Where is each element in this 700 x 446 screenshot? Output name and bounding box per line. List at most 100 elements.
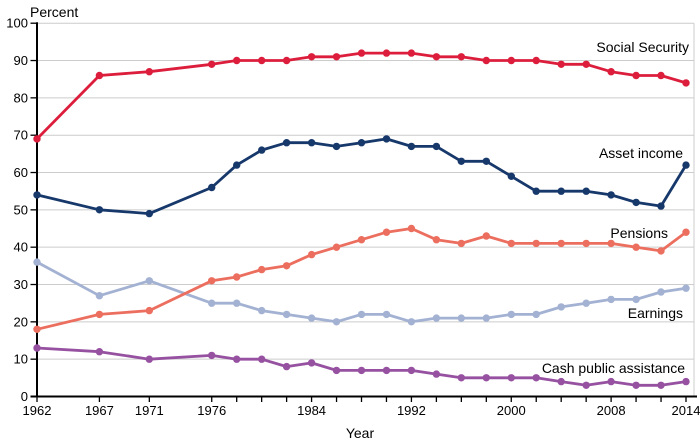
- series-marker-earnings-1976: [208, 299, 216, 307]
- series-marker-pensions-2000: [507, 239, 515, 248]
- series-marker-asset-income-1988: [357, 139, 366, 147]
- series-marker-pensions-2002: [532, 239, 540, 248]
- series-marker-cash-public-assistance-2010: [632, 381, 640, 389]
- series-marker-cash-public-assistance-2004: [557, 377, 565, 386]
- y-tick-label-50: 50: [14, 202, 28, 217]
- series-marker-pensions-1967: [95, 310, 104, 319]
- series-marker-cash-public-assistance-1962: [33, 344, 41, 352]
- series-marker-cash-public-assistance-2000: [507, 374, 515, 382]
- series-marker-cash-public-assistance-2012: [657, 381, 665, 389]
- series-marker-pensions-1978: [233, 273, 241, 281]
- y-tick-label-80: 80: [14, 90, 28, 105]
- series-marker-cash-public-assistance-2006: [582, 381, 590, 389]
- series-marker-social-security-1988: [357, 49, 366, 57]
- series-marker-pensions-2008: [607, 239, 615, 248]
- series-marker-earnings-1994: [432, 314, 441, 322]
- series-marker-social-security-2012: [657, 71, 665, 80]
- series-marker-asset-income-1976: [208, 183, 216, 192]
- series-label-asset-income: Asset income: [599, 145, 683, 161]
- y-tick-label-20: 20: [14, 314, 28, 329]
- y-tick-label-60: 60: [14, 165, 28, 180]
- series-marker-social-security-2010: [632, 71, 640, 80]
- series-marker-cash-public-assistance-1984: [307, 359, 316, 367]
- series-marker-asset-income-1967: [95, 206, 104, 214]
- series-marker-social-security-1962: [33, 135, 41, 143]
- series-marker-cash-public-assistance-1967: [95, 348, 104, 356]
- series-marker-pensions-2006: [582, 239, 590, 248]
- y-tick-label-90: 90: [14, 53, 28, 68]
- series-marker-pensions-1988: [357, 236, 366, 244]
- y-tick-label-30: 30: [14, 277, 28, 292]
- x-tick-label-2008: 2008: [597, 403, 626, 418]
- series-marker-pensions-1971: [145, 306, 153, 315]
- axes-layer: [30, 22, 697, 402]
- series-marker-asset-income-2008: [607, 191, 615, 199]
- series-marker-asset-income-1994: [432, 142, 441, 151]
- series-marker-cash-public-assistance-1980: [258, 355, 266, 363]
- series-label-social-security: Social Security: [596, 39, 689, 55]
- series-marker-pensions-1986: [332, 243, 341, 251]
- y-tick-label-70: 70: [14, 128, 28, 143]
- series-marker-earnings-1990: [382, 310, 391, 319]
- series-marker-cash-public-assistance-1976: [208, 351, 216, 360]
- series-marker-earnings-2000: [507, 310, 515, 319]
- series-marker-asset-income-1980: [258, 146, 266, 154]
- series-marker-earnings-1978: [233, 299, 241, 307]
- series-marker-social-security-2008: [607, 68, 615, 76]
- y-tick-label-0: 0: [21, 389, 28, 404]
- series-label-pensions: Pensions: [610, 225, 668, 241]
- series-marker-cash-public-assistance-1994: [432, 370, 441, 378]
- series-marker-asset-income-2014: [682, 161, 690, 169]
- series-marker-earnings-1986: [332, 318, 341, 326]
- x-tick-label-2014: 2014: [672, 403, 700, 418]
- series-marker-earnings-2004: [557, 303, 565, 311]
- series-marker-cash-public-assistance-2008: [607, 377, 615, 386]
- x-tick-label-1971: 1971: [135, 403, 164, 418]
- series-marker-social-security-2014: [682, 79, 690, 87]
- x-tick-label-2000: 2000: [497, 403, 526, 418]
- series-marker-earnings-1984: [307, 314, 316, 322]
- series-marker-social-security-1994: [432, 53, 441, 61]
- series-marker-cash-public-assistance-1990: [382, 366, 391, 375]
- series-label-cash-public-assistance: Cash public assistance: [542, 360, 685, 376]
- y-tick-label-40: 40: [14, 240, 28, 255]
- series-marker-social-security-1967: [95, 71, 104, 80]
- series-marker-earnings-2010: [632, 295, 640, 304]
- series-marker-cash-public-assistance-1978: [233, 355, 241, 363]
- series-marker-earnings-1971: [145, 277, 153, 285]
- labels-layer: Percent Year 0 10 20 30 40 50 60 70 80 90 100 1962 1…: [6, 4, 700, 441]
- series-marker-social-security-1992: [407, 49, 416, 57]
- series-marker-asset-income-1978: [233, 161, 241, 169]
- series-marker-asset-income-2006: [582, 187, 590, 195]
- series-marker-social-security-1978: [233, 56, 241, 65]
- series-marker-asset-income-2012: [657, 202, 665, 210]
- gridlines-layer: [37, 22, 695, 397]
- series-marker-asset-income-2010: [632, 198, 640, 207]
- series-marker-cash-public-assistance-1998: [482, 374, 490, 382]
- series-marker-social-security-1986: [332, 53, 341, 61]
- series-marker-social-security-1971: [145, 68, 153, 76]
- series-marker-pensions-2014: [682, 228, 690, 236]
- series-marker-pensions-1992: [407, 224, 416, 233]
- series-marker-asset-income-2002: [532, 187, 540, 195]
- series-marker-earnings-2006: [582, 299, 590, 307]
- x-tick-label-1967: 1967: [85, 403, 114, 418]
- series-line-asset-income: [36, 137, 688, 216]
- y-tick-label-100: 100: [6, 16, 28, 31]
- series-marker-social-security-1982: [282, 56, 291, 65]
- series-marker-cash-public-assistance-1988: [357, 366, 366, 375]
- series-marker-pensions-1994: [432, 236, 441, 244]
- series-marker-earnings-1992: [407, 318, 416, 326]
- series-marker-cash-public-assistance-1982: [282, 362, 291, 371]
- series-marker-asset-income-1971: [145, 209, 153, 218]
- y-tick-label-10: 10: [14, 352, 28, 367]
- x-tick-label-1992: 1992: [397, 403, 426, 418]
- series-marker-pensions-1990: [382, 228, 391, 236]
- series-marker-earnings-1996: [457, 314, 465, 322]
- series-marker-pensions-1982: [282, 262, 291, 270]
- series-marker-cash-public-assistance-2002: [532, 374, 540, 382]
- series-marker-social-security-2006: [582, 60, 590, 68]
- series-marker-cash-public-assistance-1971: [145, 355, 153, 363]
